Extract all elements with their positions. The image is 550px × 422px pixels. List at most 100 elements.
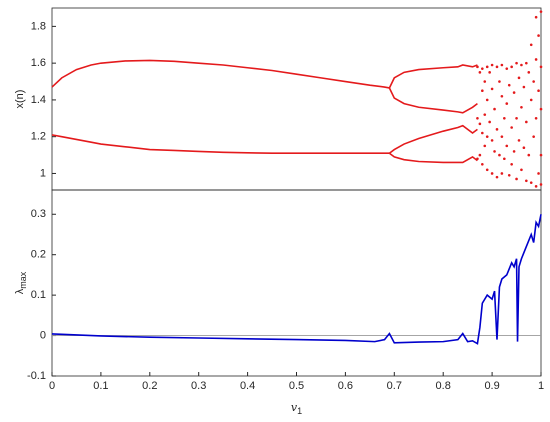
point (537, 89, 540, 93)
x-tick-label: 1 (538, 380, 544, 392)
point (493, 150, 496, 153)
point (485, 98, 489, 102)
point (481, 131, 484, 135)
axis-label: x(n) (14, 90, 26, 109)
point (532, 80, 535, 83)
point (483, 80, 487, 83)
point (522, 85, 526, 89)
point (476, 117, 479, 120)
point (525, 179, 528, 183)
point (498, 153, 501, 157)
x-tick-label: 0.7 (387, 380, 402, 392)
plot-frame (51, 189, 542, 377)
point (537, 172, 540, 175)
point (529, 181, 533, 184)
point (539, 10, 543, 13)
point (539, 153, 543, 157)
point (529, 43, 533, 47)
branch (51, 134, 390, 155)
point (503, 157, 506, 161)
point (520, 168, 523, 172)
point (481, 89, 484, 93)
point (483, 144, 487, 148)
point (476, 65, 479, 69)
point (498, 80, 501, 83)
x-tick-label: 0.8 (436, 380, 451, 392)
point (539, 107, 543, 111)
point (522, 146, 526, 150)
y-tick-label: 0 (40, 329, 46, 341)
y-tick-label: 1.2 (31, 131, 46, 143)
point (488, 120, 491, 124)
point (505, 102, 509, 105)
point (527, 153, 531, 157)
y-tick-label: -0.1 (27, 370, 46, 382)
plot-frame (51, 7, 542, 191)
point (485, 168, 489, 172)
point (520, 63, 523, 67)
x-tick-label: 0.1 (93, 380, 108, 392)
point (495, 128, 499, 131)
y-tick-label: 1 (40, 167, 46, 179)
point (500, 94, 504, 98)
point (478, 122, 482, 126)
point (505, 67, 509, 70)
point (510, 126, 513, 129)
axis-label-main: λ (14, 288, 26, 294)
point (500, 63, 504, 67)
point (490, 172, 494, 175)
point (525, 120, 528, 124)
point (539, 65, 543, 69)
point (485, 65, 489, 69)
point (478, 71, 482, 74)
point (534, 117, 538, 120)
point (515, 177, 518, 181)
branch (388, 152, 478, 164)
axis-label: λmax (14, 271, 28, 294)
axis-label: v1 (291, 401, 302, 416)
point (534, 185, 538, 188)
point (481, 67, 484, 70)
x-tick-label: 0.5 (289, 380, 304, 392)
point (517, 76, 521, 80)
point (503, 117, 506, 120)
point (490, 63, 494, 67)
y-tick-label: 1.6 (31, 57, 46, 69)
series-line (51, 214, 542, 345)
x-tick-label: 0 (49, 380, 55, 392)
point (529, 98, 533, 102)
x-tick-label: 0.9 (484, 380, 499, 392)
branch (388, 87, 478, 114)
branch (388, 124, 478, 154)
point (495, 65, 499, 69)
point (483, 113, 487, 116)
axis-label-main: v (291, 401, 298, 414)
point (520, 105, 523, 109)
point (512, 91, 516, 94)
point (534, 58, 538, 61)
point (507, 173, 511, 177)
y-tick-label: 0.2 (31, 249, 46, 261)
point (507, 83, 511, 87)
branch (51, 59, 390, 89)
point (476, 157, 479, 161)
axis-label-sub: max (18, 271, 28, 289)
point (512, 150, 516, 153)
point (481, 162, 484, 166)
point (515, 61, 518, 65)
point (517, 139, 521, 142)
x-tick-label: 0.3 (191, 380, 206, 392)
x-tick-label: 0.4 (240, 380, 255, 392)
point (488, 71, 491, 74)
point (485, 135, 489, 138)
x-tick-label: 0.6 (338, 380, 353, 392)
point (500, 172, 504, 175)
point (534, 15, 538, 19)
point (478, 153, 482, 157)
point (525, 61, 528, 65)
point (495, 175, 499, 179)
point (539, 183, 543, 186)
point (505, 144, 509, 148)
point (510, 162, 513, 166)
y-tick-label: 0.3 (31, 208, 46, 220)
